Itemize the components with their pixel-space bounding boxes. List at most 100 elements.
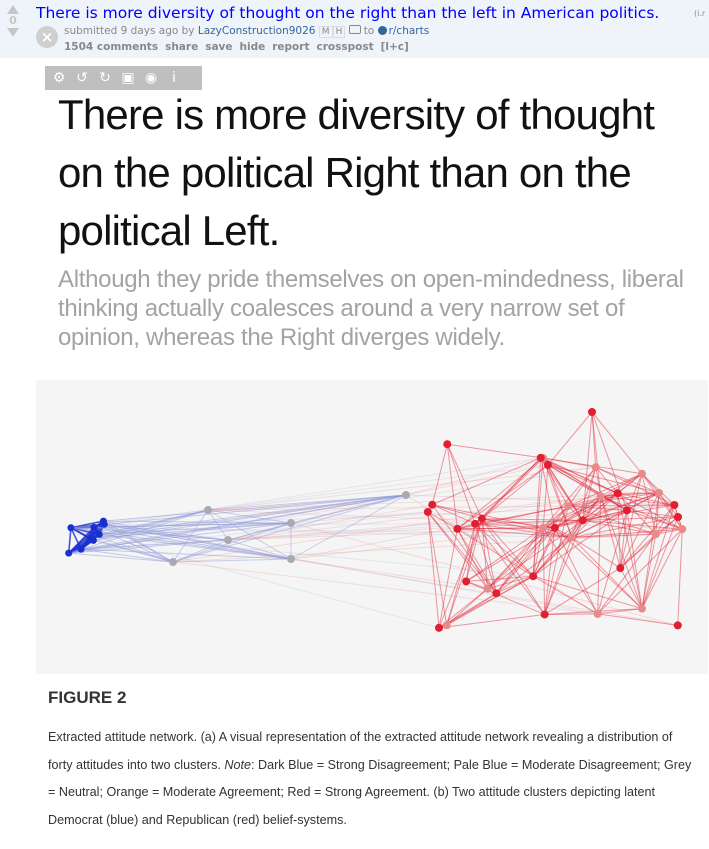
network-edge: [290, 494, 407, 560]
comments-button[interactable]: 1504 comments: [64, 41, 159, 53]
network-node: [90, 523, 98, 531]
network-node: [567, 533, 576, 542]
network-edge: [432, 504, 476, 525]
network-edge: [465, 527, 556, 582]
network-edge: [600, 495, 628, 511]
post-domain[interactable]: (i.r: [694, 9, 706, 18]
network-edge: [104, 523, 229, 541]
network-edge: [532, 527, 556, 577]
network-edge: [427, 511, 448, 626]
network-edge: [67, 527, 72, 554]
network-node: [613, 489, 622, 498]
eye-icon[interactable]: ◉: [144, 70, 158, 86]
save-icon[interactable]: ▣: [121, 70, 135, 86]
network-edge: [617, 493, 621, 569]
network-edge: [481, 518, 534, 577]
author-link[interactable]: LazyConstruction9026: [197, 25, 316, 37]
network-edge: [532, 492, 619, 577]
network-edge: [446, 588, 488, 626]
subreddit-link[interactable]: r/charts: [388, 25, 430, 37]
network-edge: [405, 494, 598, 615]
network-edge: [542, 457, 618, 494]
network-edge: [542, 527, 546, 615]
network-edge: [554, 492, 660, 529]
network-node: [462, 577, 471, 586]
network-edge: [542, 457, 573, 538]
network-edge: [655, 504, 675, 535]
share-button[interactable]: share: [165, 41, 199, 53]
network-edge: [626, 509, 683, 530]
rotate-right-icon[interactable]: ↻: [99, 70, 111, 86]
network-node: [87, 534, 95, 542]
network-edge: [658, 492, 683, 530]
network-edge: [227, 519, 583, 541]
network-edge: [207, 494, 407, 511]
network-edge: [600, 495, 643, 609]
network-edge: [617, 492, 683, 530]
network-edge: [227, 504, 433, 541]
network-edge: [438, 518, 483, 629]
network-edge: [80, 548, 174, 563]
network-node: [477, 514, 486, 523]
network-edge: [93, 457, 541, 528]
network-edge: [227, 522, 292, 541]
report-button[interactable]: report: [272, 41, 310, 53]
network-edge: [591, 411, 602, 497]
network-edge: [554, 509, 628, 529]
downvote-arrow-icon[interactable]: [7, 28, 19, 37]
save-button[interactable]: save: [205, 41, 233, 53]
network-edge: [427, 511, 488, 589]
gear-icon[interactable]: ⚙: [52, 70, 66, 86]
network-edge: [93, 526, 292, 560]
network-edge: [99, 522, 292, 535]
network-edge: [70, 494, 407, 529]
network-edge: [544, 608, 643, 615]
post-header: 0 There is more diversity of thought on …: [0, 0, 709, 58]
network-node: [100, 520, 108, 528]
network-edge: [446, 523, 476, 626]
network-edge: [446, 444, 476, 525]
network-edge: [547, 464, 660, 494]
network-edge: [475, 523, 572, 538]
network-edge: [571, 516, 679, 538]
network-node: [95, 530, 103, 538]
rotate-left-icon[interactable]: ↺: [76, 70, 88, 86]
network-edge: [617, 493, 657, 535]
network-node: [435, 623, 444, 632]
hide-button[interactable]: hide: [239, 41, 266, 53]
network-edge: [481, 518, 497, 594]
network-edge: [532, 495, 602, 577]
network-edge: [457, 528, 534, 577]
network-edge: [547, 464, 601, 497]
network-edge: [474, 457, 542, 525]
network-edge: [544, 527, 556, 615]
crosspost-button[interactable]: crosspost: [316, 41, 374, 53]
network-edge: [432, 504, 483, 520]
network-edge: [227, 527, 555, 541]
close-icon[interactable]: ×: [36, 26, 58, 48]
network-edge: [658, 492, 679, 518]
network-edge: [432, 457, 541, 506]
info-icon[interactable]: i: [172, 70, 176, 86]
network-edge: [290, 494, 407, 524]
figure-label: FIGURE 2: [48, 688, 127, 707]
network-edge: [481, 518, 583, 521]
network-edge: [427, 511, 497, 594]
upvote-arrow-icon[interactable]: [7, 5, 19, 14]
lc-button[interactable]: [l+c]: [380, 41, 409, 53]
network-edge: [405, 464, 549, 496]
network-edge: [591, 411, 597, 468]
network-edge: [595, 466, 675, 506]
network-edge: [568, 505, 657, 535]
flair-h: H: [332, 26, 346, 38]
post-title-link[interactable]: There is more diversity of thought on th…: [36, 4, 660, 22]
network-edge: [481, 518, 546, 615]
network-edge: [532, 505, 569, 577]
network-node: [543, 461, 552, 470]
network-edge: [600, 496, 621, 569]
subreddit-icon: [377, 26, 387, 35]
network-edge: [600, 495, 683, 530]
network-node: [678, 525, 687, 534]
network-node: [540, 610, 549, 619]
network-edge: [567, 466, 597, 507]
